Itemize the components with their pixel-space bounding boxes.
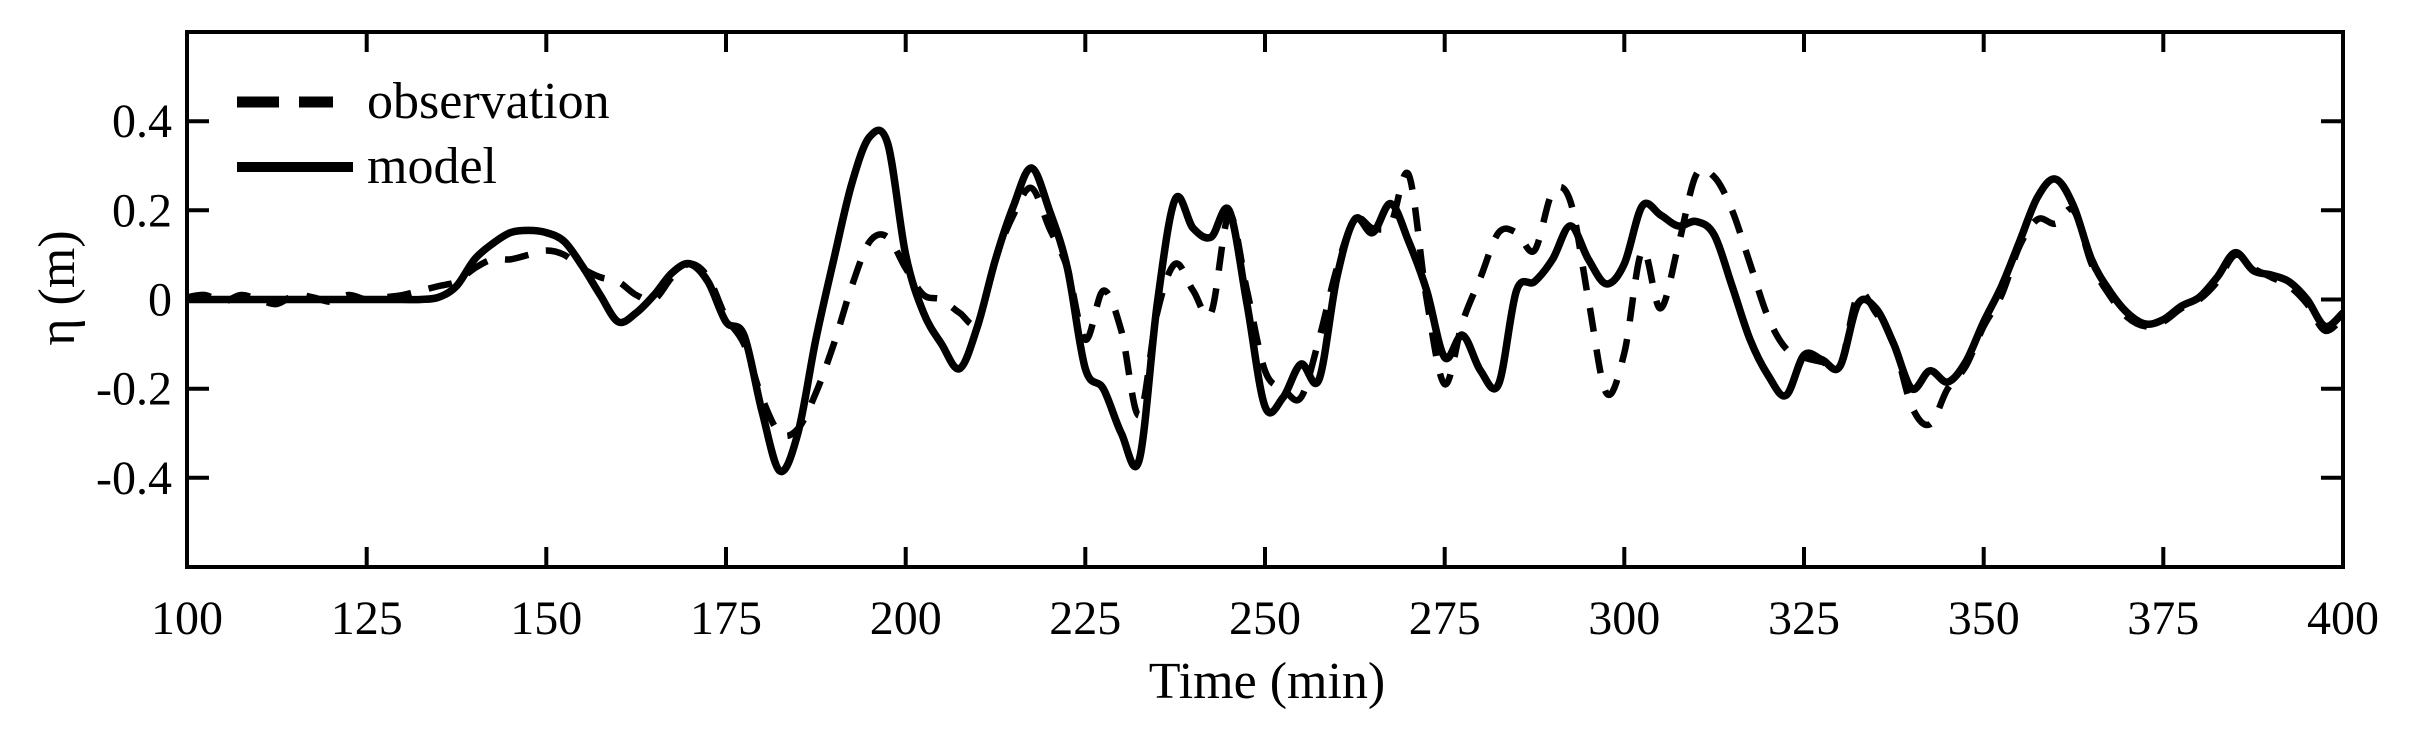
x-tick-label: 250 — [1229, 592, 1301, 645]
legend-label-model: model — [367, 138, 497, 195]
y-tick-label: -0.4 — [96, 452, 172, 505]
legend-item-observation: observation — [235, 76, 610, 128]
x-tick-label: 125 — [331, 592, 403, 645]
y-tick-label: 0.4 — [112, 95, 172, 148]
x-tick-label: 100 — [151, 592, 223, 645]
x-tick-label: 200 — [870, 592, 942, 645]
x-tick-label: 375 — [2127, 592, 2199, 645]
y-tick-label: 0 — [148, 274, 172, 327]
legend-label-observation: observation — [367, 73, 610, 130]
x-tick-label: 350 — [1948, 592, 2020, 645]
dashed-line-sample — [237, 96, 353, 108]
x-tick-label: 275 — [1409, 592, 1481, 645]
x-tick-label: 225 — [1049, 592, 1121, 645]
x-tick-label: 300 — [1588, 592, 1660, 645]
x-tick-label: 175 — [690, 592, 762, 645]
x-tick-label: 400 — [2307, 592, 2379, 645]
x-tick-label: 325 — [1768, 592, 1840, 645]
x-axis-label: Time (min) — [1148, 653, 1386, 710]
y-axis-label: η (m) — [29, 230, 86, 346]
x-tick-label: 150 — [510, 592, 582, 645]
y-tick-label: -0.2 — [96, 363, 172, 416]
model-line — [187, 126, 2346, 476]
y-tick-label: 0.2 — [112, 184, 172, 237]
legend-item-model: model — [235, 141, 497, 193]
solid-line-sample — [237, 162, 353, 172]
